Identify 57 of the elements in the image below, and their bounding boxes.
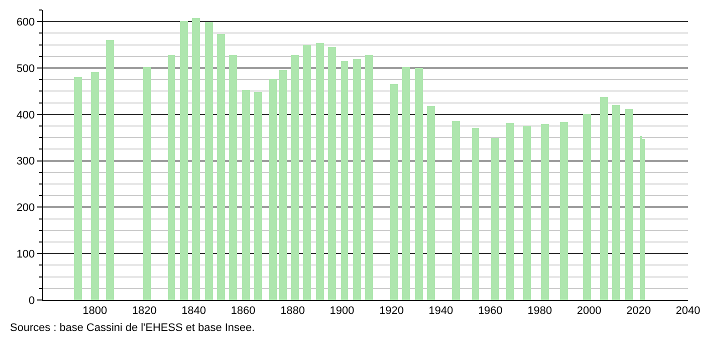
bar <box>625 109 633 300</box>
bar <box>91 72 99 300</box>
bar <box>143 67 151 300</box>
bar <box>328 47 336 300</box>
x-tick-label: 2020 <box>626 305 651 318</box>
bar <box>541 124 549 300</box>
bar <box>600 97 608 300</box>
x-tick-label: 1860 <box>230 305 256 318</box>
bar <box>205 22 213 300</box>
x-tick-label: 1820 <box>132 305 157 318</box>
x-tick-label: 2000 <box>576 305 602 318</box>
bar <box>279 70 287 300</box>
y-tick-label: 600 <box>16 16 35 28</box>
x-tick-label: 1840 <box>182 305 206 318</box>
x-tick-label: 2040 <box>676 305 700 318</box>
bar <box>341 61 348 300</box>
y-tick-label: 400 <box>16 109 35 122</box>
bar <box>365 55 373 300</box>
y-tick-label: 500 <box>16 62 35 75</box>
x-tick-label: 1940 <box>428 305 454 318</box>
bar <box>303 45 311 300</box>
x-tick-label: 1920 <box>379 305 404 318</box>
bar <box>254 92 262 300</box>
bar <box>192 18 200 300</box>
bar <box>291 55 299 300</box>
bar <box>560 122 568 300</box>
bar <box>242 90 250 300</box>
y-tick-label: 0 <box>28 294 35 307</box>
bar <box>402 67 410 300</box>
x-tick-label: 1980 <box>527 305 552 318</box>
bar <box>472 128 479 300</box>
bar <box>523 126 531 300</box>
y-tick-label: 100 <box>16 248 35 260</box>
bar <box>353 59 361 300</box>
bar <box>491 138 499 300</box>
bar <box>390 84 398 300</box>
x-tick-label: 1960 <box>478 305 503 318</box>
bar <box>229 55 237 300</box>
bar <box>583 114 591 300</box>
x-tick-label: 1880 <box>280 305 305 318</box>
bar <box>506 123 514 300</box>
bar <box>612 105 620 300</box>
bar <box>106 40 114 300</box>
x-tick-label: 1900 <box>330 305 354 318</box>
bar <box>452 121 460 300</box>
bar <box>168 55 175 300</box>
bar <box>74 77 82 300</box>
y-tick-label: 200 <box>16 202 35 214</box>
bar <box>415 68 423 300</box>
bar <box>316 43 324 300</box>
y-tick-label: 300 <box>16 156 35 168</box>
bar <box>180 21 188 300</box>
bar <box>217 34 225 300</box>
bar <box>269 79 277 300</box>
x-tick-label: 1800 <box>82 305 108 318</box>
bar <box>427 106 435 300</box>
source-note: Sources : base Cassini de l'EHESS et base Insee. <box>10 322 255 334</box>
